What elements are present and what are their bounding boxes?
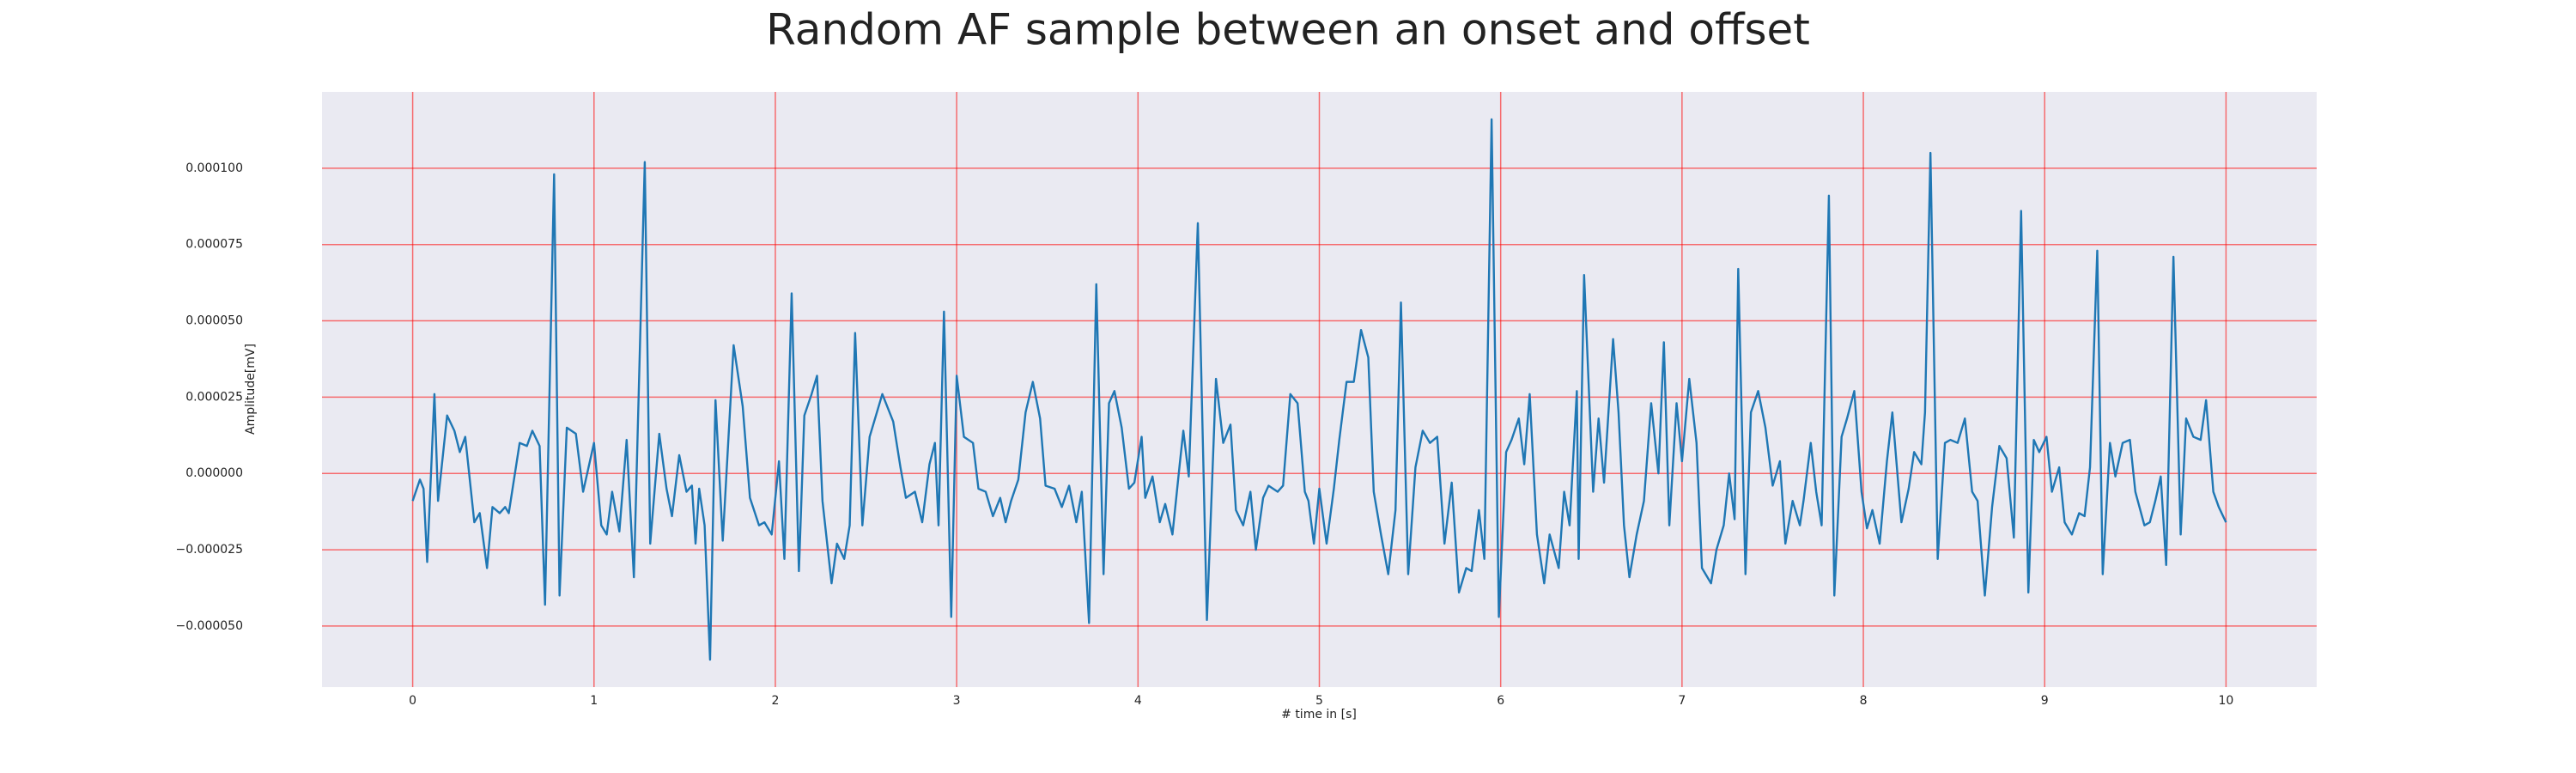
y-tick-label: 0.000100	[185, 161, 243, 175]
y-tick-label: 0.000075	[185, 238, 243, 252]
x-tick-label: 1	[590, 694, 598, 708]
x-tick-label: 8	[1860, 694, 1868, 708]
x-axis-label: # time in [s]	[1281, 708, 1357, 721]
marks	[411, 118, 2227, 661]
y-tick-label: 0.000000	[185, 466, 243, 480]
x-tick-label: 6	[1497, 694, 1504, 708]
y-tick-label: 0.000050	[185, 314, 243, 328]
x-tick-label: 9	[2041, 694, 2049, 708]
data-line	[411, 118, 2227, 661]
x-tick-label: 10	[2218, 694, 2233, 708]
x-tick-label: 3	[953, 694, 961, 708]
x-tick-label: 2	[771, 694, 779, 708]
y-tick-label: −0.000050	[175, 619, 243, 633]
x-tick-label: 4	[1134, 694, 1142, 708]
x-tick-label: 0	[409, 694, 416, 708]
y-tick-label: −0.000025	[175, 543, 243, 557]
grid	[322, 92, 2317, 687]
x-tick-label: 5	[1315, 694, 1323, 708]
y-axis-label: Amplitude[mV]	[244, 344, 258, 435]
y-tick-label: 0.000025	[185, 390, 243, 404]
x-tick-label: 7	[1678, 694, 1686, 708]
chart-title: Random AF sample between an onset and of…	[766, 5, 1810, 55]
